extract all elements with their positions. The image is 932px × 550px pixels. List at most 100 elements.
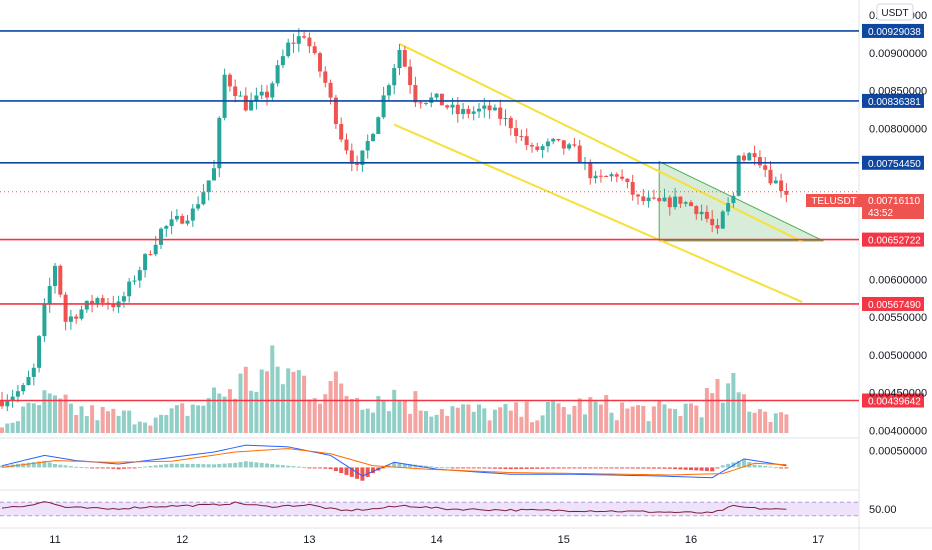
channel-lower-line[interactable]: [393, 123, 803, 303]
candle-body[interactable]: [455, 104, 460, 115]
candle-body[interactable]: [10, 396, 15, 401]
candle-body[interactable]: [291, 42, 296, 44]
candle-body[interactable]: [720, 211, 725, 229]
candle-body[interactable]: [773, 180, 778, 184]
candle-body[interactable]: [169, 219, 174, 227]
candle-body[interactable]: [434, 93, 439, 98]
candle-body[interactable]: [153, 244, 158, 255]
candle-body[interactable]: [530, 145, 534, 147]
candle-body[interactable]: [392, 68, 397, 86]
candle-body[interactable]: [768, 169, 773, 184]
candle-body[interactable]: [42, 304, 47, 337]
candle-body[interactable]: [540, 146, 545, 150]
candle-body[interactable]: [206, 180, 211, 193]
candle-body[interactable]: [339, 124, 344, 140]
candle-body[interactable]: [545, 141, 550, 147]
candle-body[interactable]: [227, 74, 232, 87]
candle-body[interactable]: [752, 153, 757, 158]
candle-body[interactable]: [121, 296, 126, 302]
candle-body[interactable]: [265, 91, 269, 98]
candle-body[interactable]: [238, 95, 243, 97]
candle-body[interactable]: [212, 168, 216, 181]
candle-body[interactable]: [397, 50, 402, 69]
candle-body[interactable]: [551, 138, 556, 142]
candle-body[interactable]: [222, 74, 227, 118]
candle-body[interactable]: [424, 102, 428, 104]
candle-body[interactable]: [386, 85, 391, 96]
candle-body[interactable]: [572, 144, 577, 146]
candle-body[interactable]: [667, 197, 672, 208]
candle-body[interactable]: [328, 82, 333, 98]
candle-body[interactable]: [280, 56, 285, 66]
candle-body[interactable]: [84, 300, 89, 310]
candle-body[interactable]: [651, 197, 656, 199]
candle-body[interactable]: [604, 176, 609, 178]
candle-body[interactable]: [736, 155, 741, 196]
candle-body[interactable]: [567, 144, 572, 149]
candle-body[interactable]: [37, 336, 42, 368]
candle-body[interactable]: [302, 36, 307, 38]
time-axis[interactable]: 11 12 13 14 15 16 17: [49, 534, 824, 546]
candle-body[interactable]: [614, 174, 619, 177]
candle-body[interactable]: [360, 150, 365, 165]
candle-body[interactable]: [471, 111, 476, 114]
candle-body[interactable]: [402, 50, 407, 67]
candle-body[interactable]: [461, 109, 466, 115]
candle-body[interactable]: [630, 182, 635, 195]
candle-body[interactable]: [259, 91, 264, 96]
candle-body[interactable]: [254, 95, 259, 101]
candle-body[interactable]: [243, 95, 248, 111]
candle-body[interactable]: [439, 93, 444, 106]
candle-body[interactable]: [376, 117, 381, 134]
candle-body[interactable]: [68, 316, 73, 322]
candle-body[interactable]: [333, 97, 338, 125]
candle-body[interactable]: [323, 71, 328, 83]
horizontal-levels[interactable]: 0.00929038 0.00836381 0.00754450 0.00652722…: [0, 23, 924, 408]
candle-body[interactable]: [307, 37, 312, 47]
candle-body[interactable]: [371, 133, 375, 142]
candle-body[interactable]: [270, 83, 275, 98]
candle-body[interactable]: [100, 298, 105, 303]
candle-body[interactable]: [646, 197, 651, 202]
candle-body[interactable]: [365, 141, 370, 151]
candle-body[interactable]: [31, 367, 36, 377]
candle-body[interactable]: [286, 42, 291, 57]
candle-body[interactable]: [90, 300, 95, 304]
candle-body[interactable]: [0, 400, 4, 407]
candle-body[interactable]: [174, 215, 179, 220]
candle-body[interactable]: [641, 196, 646, 202]
candle-body[interactable]: [477, 108, 481, 112]
candle-body[interactable]: [233, 86, 238, 97]
candle-body[interactable]: [159, 228, 163, 245]
candle-body[interactable]: [127, 281, 132, 297]
candle-body[interactable]: [79, 309, 84, 319]
candle-body[interactable]: [763, 165, 768, 170]
candle-body[interactable]: [704, 211, 709, 219]
candle-body[interactable]: [508, 117, 513, 129]
candle-body[interactable]: [620, 176, 625, 179]
candle-body[interactable]: [381, 95, 386, 118]
currency-badge[interactable]: USDT: [876, 3, 914, 21]
candle-body[interactable]: [588, 162, 593, 179]
candle-body[interactable]: [47, 286, 52, 305]
candle-body[interactable]: [450, 104, 455, 108]
candle-body[interactable]: [249, 100, 254, 111]
candle-body[interactable]: [699, 211, 704, 215]
candle-body[interactable]: [683, 202, 688, 204]
candle-body[interactable]: [678, 196, 683, 204]
candle-body[interactable]: [180, 215, 185, 224]
candle-body[interactable]: [344, 139, 349, 151]
candle-body[interactable]: [715, 225, 720, 229]
candle-body[interactable]: [657, 198, 662, 202]
candle-body[interactable]: [132, 280, 137, 282]
candle-body[interactable]: [598, 175, 603, 177]
candle-body[interactable]: [731, 195, 736, 204]
candle-body[interactable]: [164, 226, 169, 229]
candle-body[interactable]: [296, 36, 301, 44]
candle-body[interactable]: [21, 385, 26, 392]
candle-body[interactable]: [498, 107, 503, 119]
candle-body[interactable]: [779, 180, 784, 191]
candle-body[interactable]: [673, 196, 678, 208]
candle-body[interactable]: [275, 65, 280, 84]
